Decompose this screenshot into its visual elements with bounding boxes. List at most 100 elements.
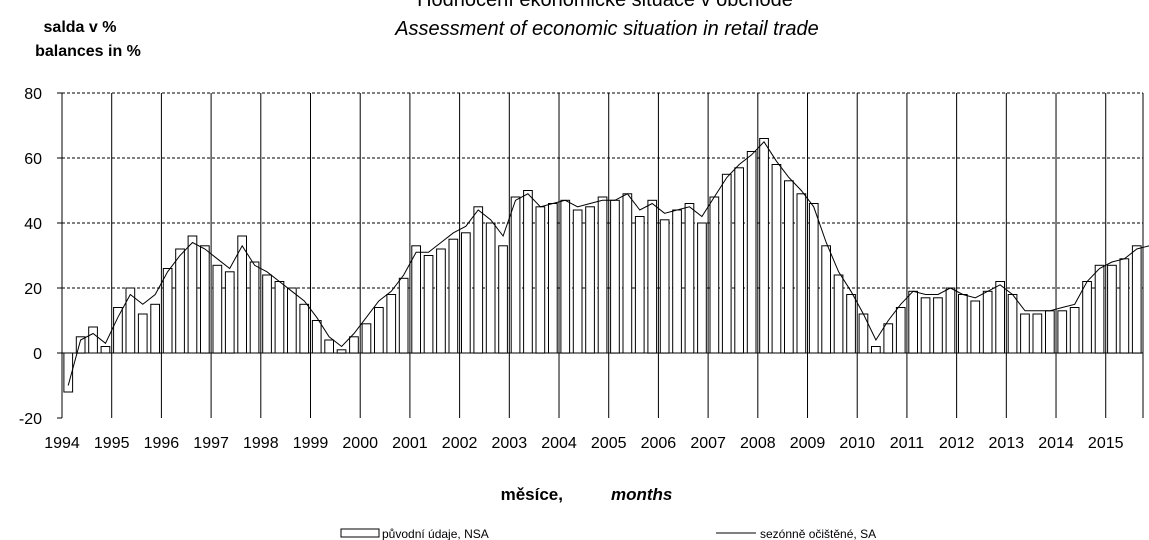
x-tick-label: 2000: [342, 435, 378, 452]
bar-nsa: [274, 281, 285, 354]
legend-sa-label: sezónně očištěné, SA: [760, 527, 876, 540]
bar-nsa: [634, 216, 645, 354]
bar-nsa: [908, 290, 918, 354]
y-tick-label: -20: [19, 411, 42, 428]
x-tick-label: 2010: [839, 435, 875, 452]
bar-nsa: [572, 209, 583, 354]
chart-subtitle: Assessment of economic situation in reta…: [394, 18, 819, 40]
bar-nsa: [374, 307, 384, 354]
legend-nsa-label: původní údaje, NSA: [382, 527, 489, 540]
bar-nsa: [597, 196, 608, 354]
bar-nsa: [349, 336, 359, 354]
bar-nsa: [746, 151, 757, 354]
bar-nsa: [958, 294, 968, 354]
bar-nsa: [510, 196, 521, 354]
bar-nsa: [585, 206, 595, 354]
bar-nsa: [262, 274, 272, 354]
chart-title: Hodnocení ekonomické situace v obchodě: [417, 0, 793, 11]
x-tick-label: 1996: [144, 435, 180, 452]
bar-nsa: [709, 196, 720, 354]
bar-nsa: [933, 297, 943, 354]
bar-nsa: [386, 294, 397, 354]
bar-nsa: [287, 287, 297, 354]
bar-nsa: [622, 193, 633, 354]
y-tick-label: 40: [24, 216, 42, 233]
bar-nsa: [461, 232, 471, 354]
bar-nsa: [1007, 294, 1018, 354]
bar-nsa: [970, 300, 981, 354]
bar-nsa: [647, 199, 658, 354]
bar-nsa: [311, 320, 322, 354]
bar-nsa: [523, 190, 533, 354]
bar-nsa: [398, 277, 409, 354]
x-tick-label: 2015: [1088, 435, 1124, 452]
x-tick-label: 2012: [939, 435, 975, 452]
bar-nsa: [423, 255, 434, 354]
y-axis-label-en: balances in %: [35, 43, 141, 60]
bar-nsa: [113, 307, 123, 354]
line-series: [67, 140, 1149, 386]
y-tick-label: 80: [24, 86, 42, 103]
bar-nsa: [982, 290, 993, 354]
x-tick-label: 1998: [243, 435, 279, 452]
bar-nsa: [697, 222, 707, 354]
bar-nsa: [796, 193, 807, 354]
bar-nsa: [871, 346, 881, 354]
bar-nsa: [1107, 264, 1117, 354]
x-tick-label: 2006: [641, 435, 677, 452]
bar-nsa: [659, 219, 670, 354]
bar-nsa: [548, 203, 558, 354]
x-tick-label: 2008: [740, 435, 776, 452]
bar-nsa: [249, 261, 260, 354]
bar-nsa: [187, 235, 198, 354]
bar-nsa: [846, 294, 856, 354]
bar-nsa: [895, 307, 906, 354]
x-tick-label: 2002: [442, 435, 478, 452]
y-tick-label: 0: [33, 346, 42, 363]
bar-nsa: [883, 323, 894, 354]
bar-nsa: [1094, 264, 1105, 354]
y-tick-label: 60: [24, 151, 42, 168]
bar-nsa: [324, 339, 334, 354]
x-tick-label: 2011: [890, 435, 925, 452]
bar-nsa: [125, 287, 136, 354]
x-axis-label-cz: měsíce,: [501, 485, 563, 504]
bar-nsa: [1082, 281, 1092, 354]
bar-nsa: [808, 203, 819, 354]
x-tick-label: 1997: [193, 435, 229, 452]
bar-nsa: [150, 303, 161, 354]
x-tick-label: 1994: [44, 435, 80, 452]
bar-nsa: [498, 245, 508, 354]
bar-nsa: [535, 206, 546, 354]
bar-nsa: [1045, 310, 1055, 354]
bar-nsa: [771, 164, 782, 354]
bar-nsa: [721, 173, 732, 354]
x-tick-label: 2005: [591, 435, 627, 452]
bar-nsa: [1131, 245, 1142, 354]
y-axis-label-cz: salda v %: [44, 19, 117, 36]
bar-nsa: [361, 323, 372, 354]
bar-nsa: [200, 245, 210, 354]
bar-nsa: [162, 268, 173, 354]
legend-nsa-swatch: [340, 528, 380, 538]
bar-nsa: [473, 206, 484, 354]
bar-nsa: [821, 245, 831, 354]
bar-nsa: [299, 303, 310, 354]
x-tick-label: 2004: [541, 435, 577, 452]
x-tick-label: 2013: [989, 435, 1025, 452]
grid-layer: [62, 92, 1143, 418]
y-tick-label: 20: [24, 281, 42, 298]
bar-nsa: [1119, 258, 1130, 354]
x-tick-label: 1995: [94, 435, 130, 452]
bar-nsa: [734, 167, 744, 354]
bar-nsa: [100, 346, 111, 354]
bar-nsa: [1020, 313, 1030, 354]
bar-nsa: [684, 203, 695, 354]
axis-layer: -20 0 20 40 60 80 1994 1995 1996 1997 1998 1999 2000…: [19, 86, 1144, 452]
bar-nsa: [759, 138, 769, 354]
x-axis-label-en: months: [611, 485, 672, 504]
bar-nsa: [411, 245, 421, 354]
bar-nsa: [995, 281, 1005, 354]
x-tick-label: 2001: [392, 435, 428, 452]
